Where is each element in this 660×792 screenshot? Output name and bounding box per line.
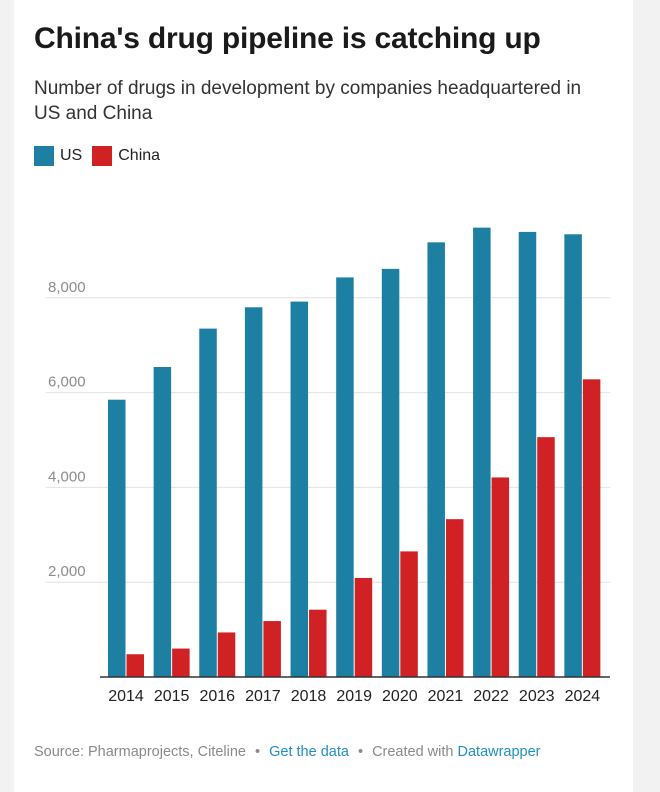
bar-china	[217, 632, 236, 677]
x-tick-label: 2016	[199, 688, 235, 705]
bar-us	[153, 367, 172, 677]
get-the-data-link[interactable]: Get the data	[269, 744, 349, 760]
x-tick-label: 2020	[382, 688, 418, 705]
footer-source: Source: Pharmaprojects, Citeline	[34, 744, 246, 760]
x-tick-label: 2017	[245, 688, 281, 705]
footer-separator: •	[357, 744, 364, 760]
bar-us	[564, 234, 582, 677]
chart-legend: US China	[34, 145, 170, 167]
x-tick-label: 2024	[565, 688, 601, 705]
bar-china	[400, 551, 418, 677]
bar-us	[199, 328, 217, 677]
x-tick-label: 2018	[291, 688, 327, 705]
legend-item-us: US	[34, 146, 82, 166]
x-tick-label: 2014	[108, 688, 144, 705]
bar-china	[582, 379, 601, 677]
bar-us	[336, 277, 354, 677]
bar-china	[263, 621, 281, 677]
chart-footer: Source: Pharmaprojects, Citeline • Get t…	[34, 744, 541, 760]
datawrapper-link[interactable]: Datawrapper	[457, 744, 541, 760]
bar-us	[290, 301, 309, 677]
bar-us	[427, 242, 445, 678]
x-tick-label: 2019	[336, 688, 372, 705]
footer-created-with: Created with	[372, 744, 454, 760]
y-tick-label: 6,000	[48, 374, 86, 391]
bar-china	[126, 654, 144, 677]
bar-us	[518, 231, 537, 677]
bar-us	[473, 227, 491, 677]
bar-china	[445, 519, 464, 677]
bar-us	[108, 399, 126, 677]
legend-swatch-us	[34, 146, 54, 166]
legend-swatch-china	[92, 146, 113, 166]
y-tick-label: 8,000	[48, 279, 86, 296]
legend-label-china: China	[118, 147, 161, 164]
x-tick-label: 2022	[473, 688, 509, 705]
bar-us	[381, 268, 400, 677]
bar-china	[537, 437, 555, 677]
footer-separator: •	[255, 744, 261, 760]
bar-china	[491, 477, 510, 677]
x-tick-label: 2023	[519, 688, 555, 705]
legend-label-us: US	[60, 147, 83, 164]
bar-china	[354, 577, 373, 677]
legend-item-china: China	[92, 146, 160, 166]
bar-china	[309, 609, 327, 677]
chart-title: China's drug pipeline is catching up	[34, 22, 541, 55]
x-tick-label: 2015	[154, 688, 190, 705]
y-tick-label: 2,000	[48, 563, 86, 580]
chart-subtitle: Number of drugs in development by compan…	[34, 78, 582, 124]
y-tick-label: 4,000	[48, 468, 86, 485]
x-tick-label: 2021	[428, 688, 464, 705]
bar-china	[172, 648, 190, 677]
bar-us	[244, 307, 263, 677]
